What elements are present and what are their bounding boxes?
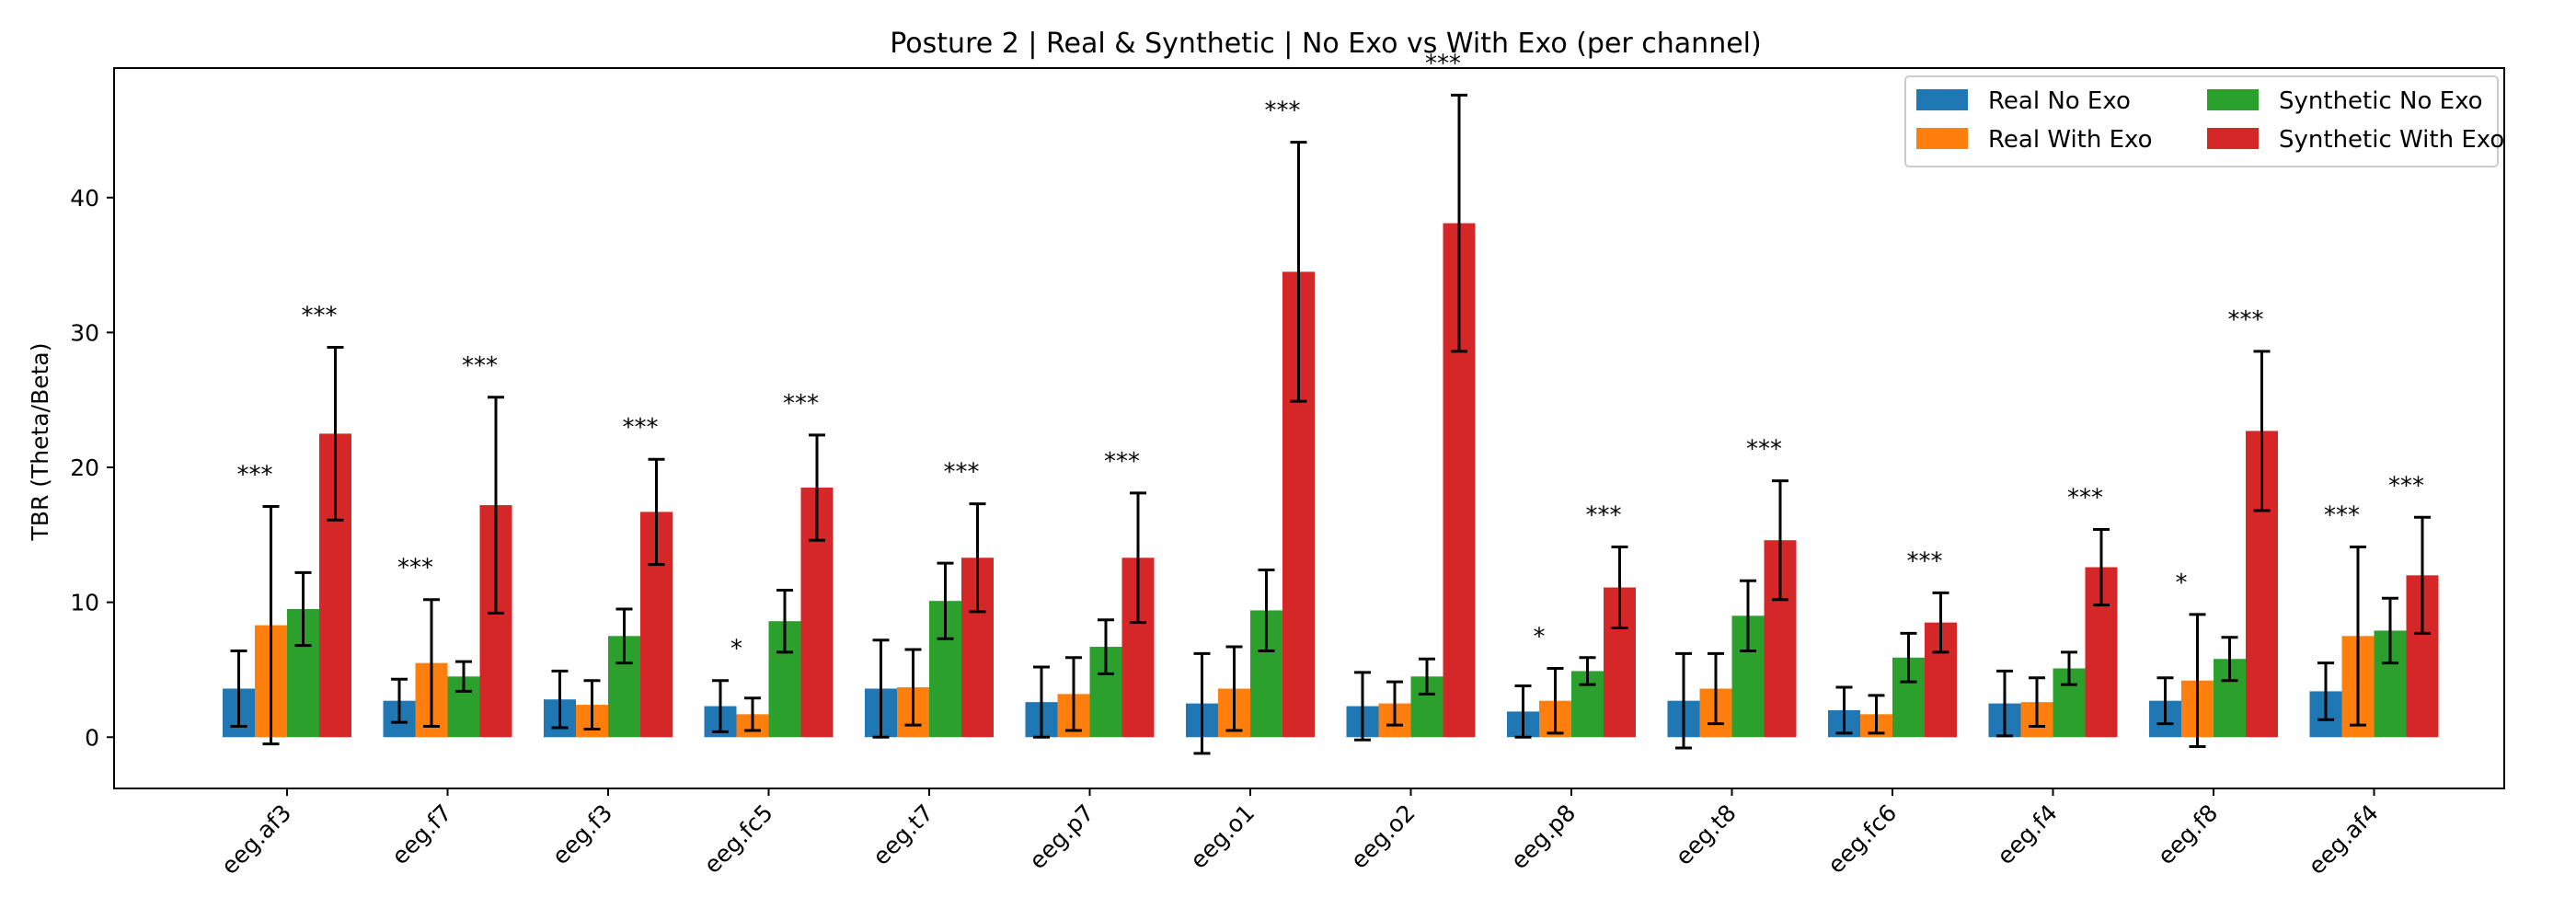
y-tick-label: 20 [70, 454, 99, 481]
legend-entry-label: Synthetic With Exo [2279, 126, 2504, 154]
plot-area: 0 10 20 30 40 eeg.af3 eeg.f7 eeg.f3 eeg.fc5 eeg.t… [70, 50, 2505, 880]
legend-swatch [2207, 89, 2259, 110]
legend-swatch [1916, 89, 1968, 110]
x-tick-label: eeg.f3 [547, 799, 618, 870]
x-tick-label: eeg.f4 [1992, 799, 2063, 870]
x-tick-label: eeg.o2 [1346, 799, 1420, 874]
plot-frame [113, 67, 2505, 789]
legend: Real No Exo Real With Exo Synthetic No Exo… [1904, 75, 2504, 167]
significance-label: *** [2067, 484, 2103, 512]
x-tick-label: eeg.t7 [868, 799, 938, 870]
significance-label: *** [462, 352, 498, 380]
significance-label: *** [302, 303, 338, 330]
x-tick-label: eeg.af4 [2303, 799, 2383, 880]
x-tick-label: eeg.o1 [1185, 799, 1259, 874]
legend-box [1904, 75, 2499, 167]
x-tick-label: eeg.af3 [216, 799, 296, 880]
y-tick-label: 10 [70, 590, 99, 616]
legend-entry-label: Synthetic No Exo [2279, 87, 2483, 115]
legend-swatch [1916, 128, 1968, 149]
significance-label: *** [623, 414, 659, 442]
legend-entry-label: Real With Exo [1988, 126, 2153, 154]
x-tick-label: eeg.p8 [1506, 799, 1581, 875]
significance-label: *** [2324, 502, 2360, 530]
x-tick-label: eeg.fc6 [1823, 799, 1902, 879]
x-tick-label: eeg.f7 [386, 799, 457, 870]
y-axis-label: TBR (Theta/Beta) [27, 343, 53, 542]
significance-label: *** [1586, 502, 1622, 530]
x-tick-label: eeg.t8 [1670, 799, 1741, 870]
significance-label: *** [2228, 306, 2264, 334]
legend-swatch [2207, 128, 2259, 149]
significance-label: *** [1104, 448, 1140, 476]
y-tick-label: 40 [70, 185, 99, 212]
x-tick-label: eeg.fc5 [698, 799, 777, 879]
legend-entry-label: Real No Exo [1988, 87, 2131, 115]
x-tick-label: eeg.p7 [1024, 799, 1099, 875]
significance-label: * [2176, 569, 2188, 597]
significance-label: *** [944, 459, 980, 487]
significance-label: * [1534, 624, 1546, 651]
significance-label: *** [2388, 472, 2424, 500]
significance-label: *** [1425, 50, 1461, 77]
significance-label: *** [1907, 547, 1943, 575]
significance-label: *** [237, 462, 273, 489]
significance-label: *** [783, 390, 819, 418]
significance-label: * [730, 636, 742, 663]
y-tick-label: 0 [85, 724, 99, 751]
significance-label: *** [1746, 436, 1782, 464]
significance-label: *** [1265, 98, 1301, 125]
chart-title: Posture 2 | Real & Synthetic | No Exo vs… [890, 28, 1761, 60]
x-tick-label: eeg.f8 [2153, 799, 2224, 870]
y-tick-label: 30 [70, 319, 99, 346]
significance-label: *** [397, 555, 433, 582]
